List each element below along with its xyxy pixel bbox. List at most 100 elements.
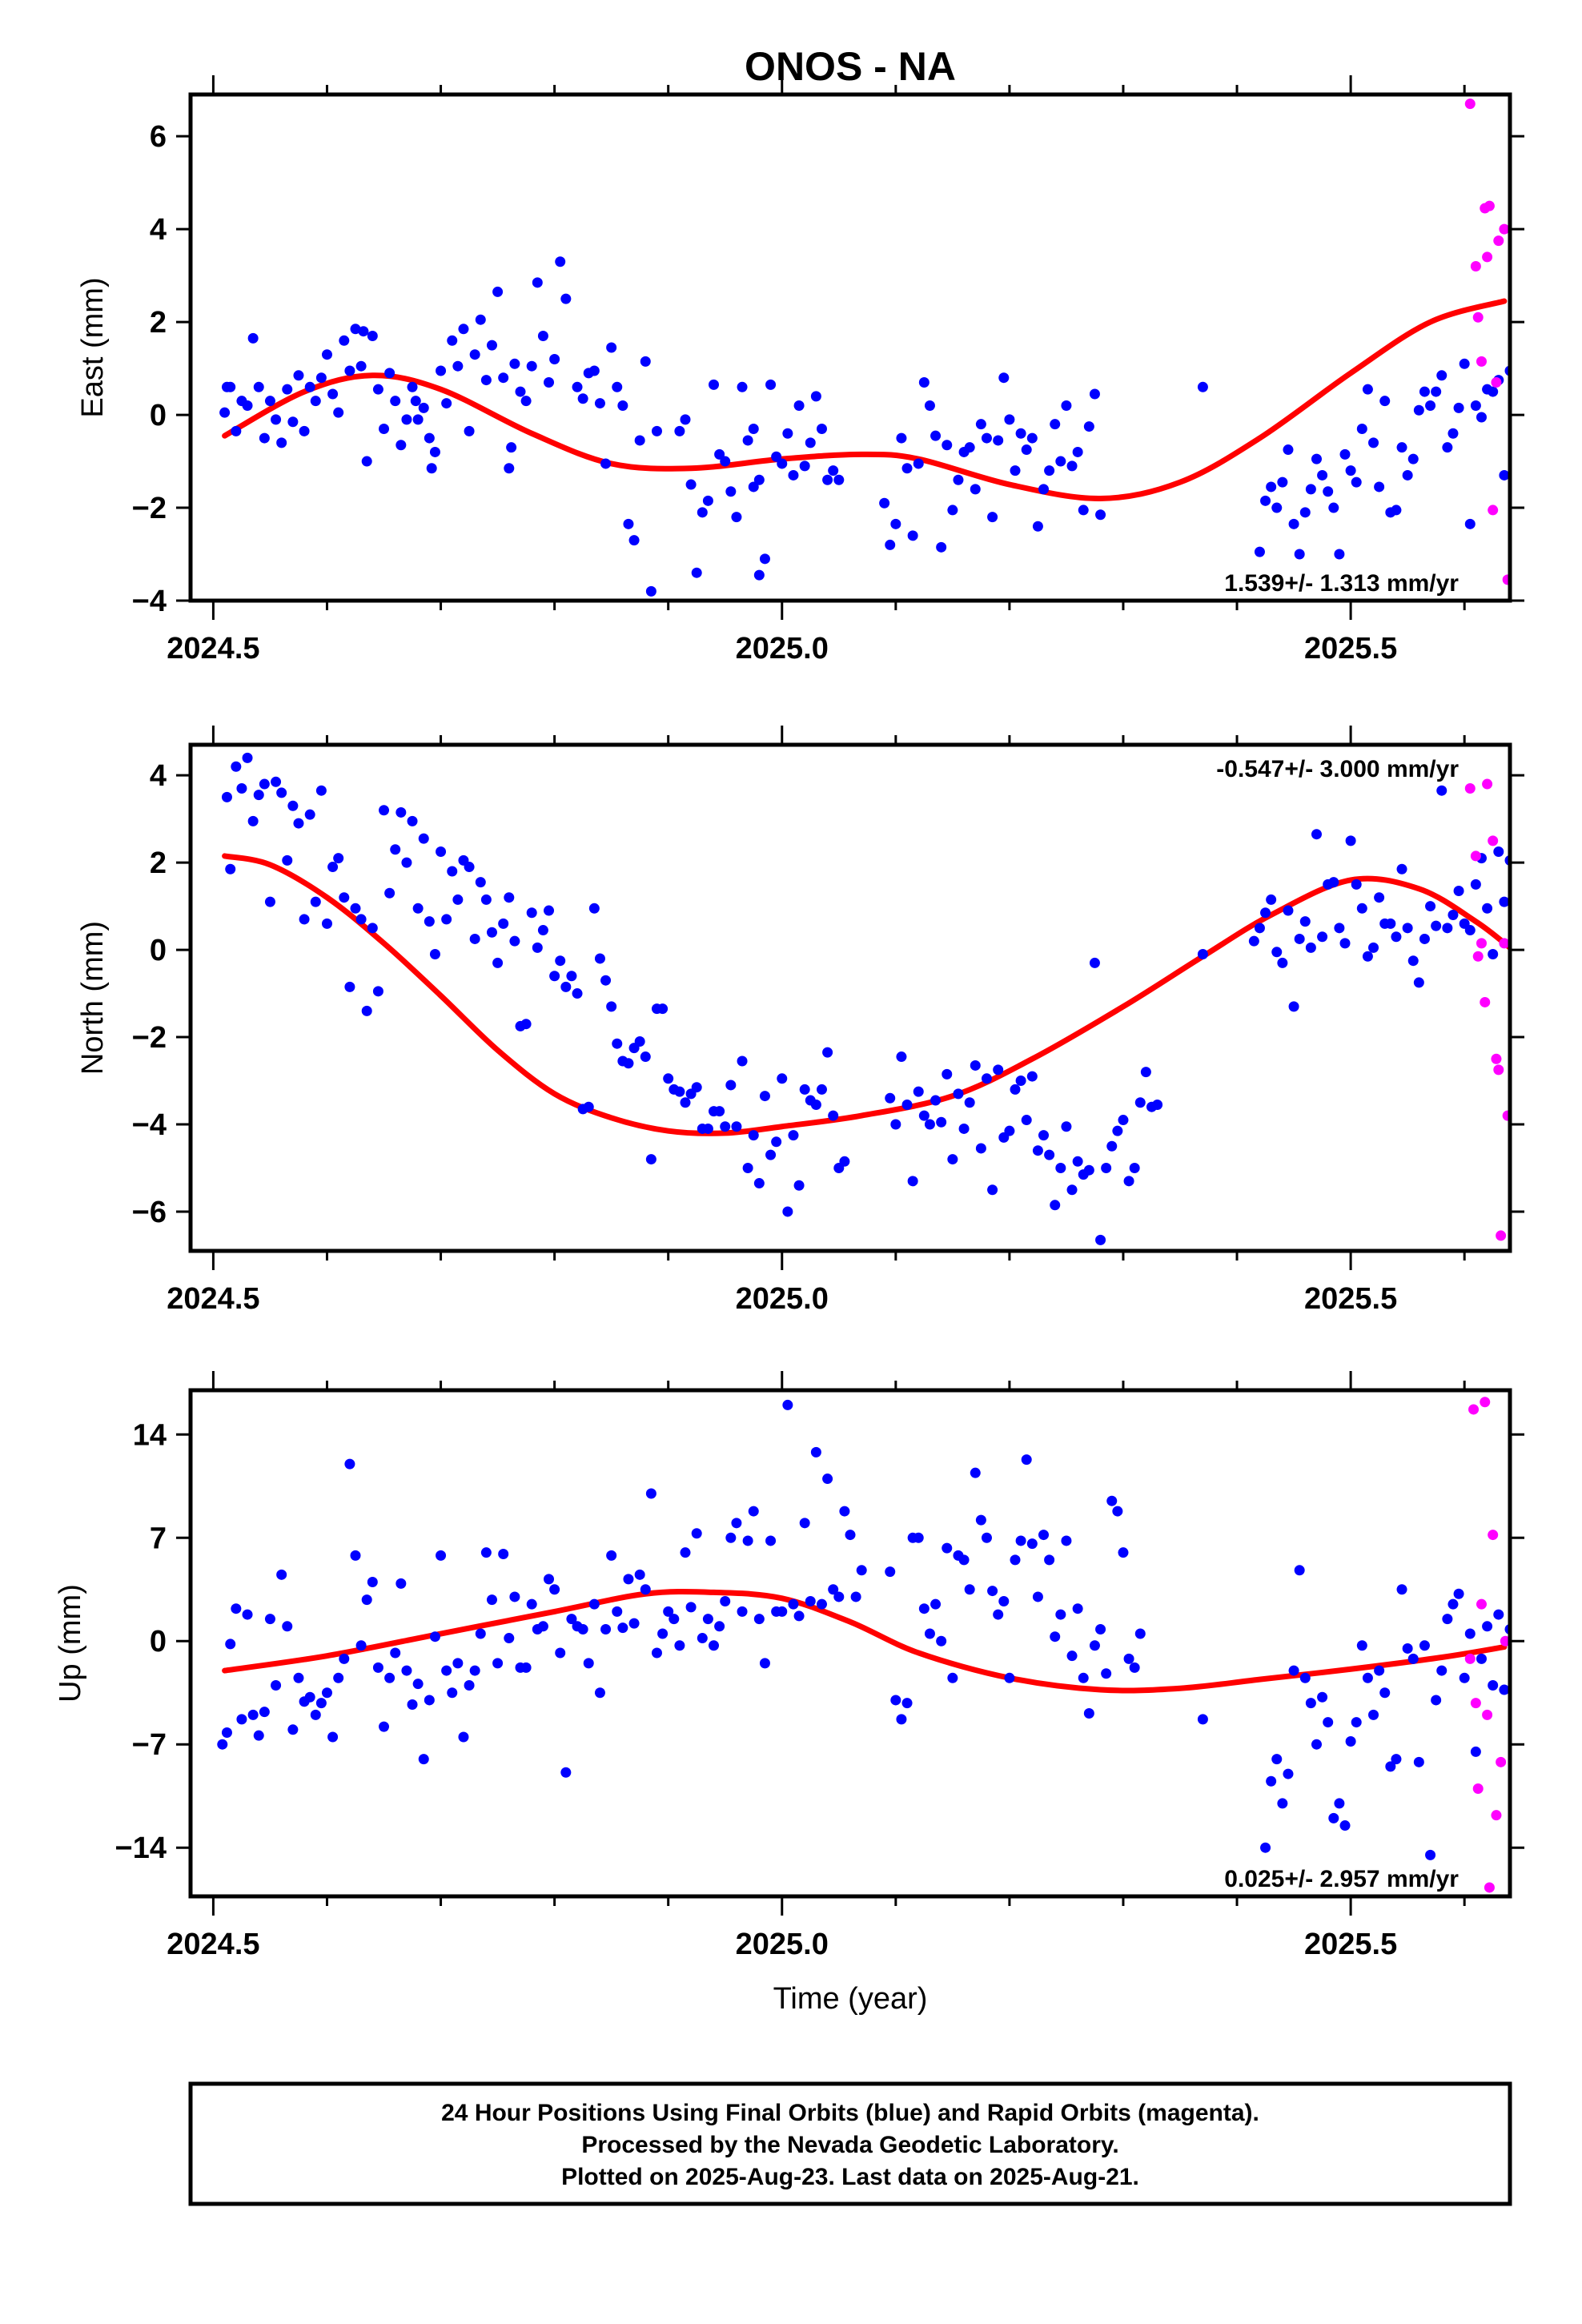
y-tick-label: 14	[133, 1418, 167, 1452]
final-orbit-point	[822, 1047, 833, 1058]
final-orbit-point	[816, 423, 827, 434]
final-orbit-point	[1021, 1454, 1032, 1466]
final-orbit-point	[407, 815, 418, 826]
y-tick-label: −14	[115, 1831, 167, 1865]
final-orbit-point	[498, 372, 509, 384]
final-orbit-point	[987, 512, 998, 523]
final-orbit-point	[1299, 1672, 1311, 1683]
final-orbit-point	[321, 349, 332, 360]
final-orbit-point	[1317, 931, 1328, 943]
final-orbit-point	[358, 326, 369, 337]
final-orbit-point	[1362, 384, 1373, 395]
final-orbit-point	[856, 1565, 867, 1576]
final-orbit-point	[1089, 1640, 1100, 1651]
final-orbit-point	[429, 949, 440, 960]
final-orbit-point	[918, 1110, 930, 1121]
final-orbit-point	[1425, 400, 1436, 411]
final-orbit-point	[998, 372, 1010, 384]
final-orbit-point	[367, 923, 378, 934]
final-orbit-point	[981, 1532, 992, 1543]
final-orbit-point	[1407, 453, 1419, 464]
final-orbit-point	[901, 1099, 913, 1110]
final-orbit-point	[344, 981, 355, 992]
final-orbit-point	[486, 927, 497, 938]
final-orbit-point	[720, 1595, 731, 1606]
final-orbit-point	[1368, 437, 1379, 448]
final-orbit-point	[253, 790, 264, 801]
final-orbit-point	[970, 1467, 981, 1478]
final-orbit-point	[1413, 404, 1424, 416]
final-orbit-point	[367, 331, 378, 342]
final-orbit-point	[588, 903, 600, 914]
final-orbit-point	[219, 407, 231, 418]
final-orbit-point	[788, 469, 799, 480]
final-orbit-point	[833, 1591, 845, 1602]
final-orbit-point	[1374, 892, 1385, 903]
final-orbit-point	[1283, 905, 1294, 916]
rapid-orbit-point	[1476, 356, 1487, 367]
final-orbit-point	[1106, 1140, 1118, 1152]
final-orbit-point	[315, 1698, 327, 1709]
final-orbit-point	[327, 1731, 339, 1743]
final-orbit-point	[475, 877, 486, 888]
rapid-orbit-point	[1491, 1810, 1502, 1821]
final-orbit-point	[1442, 1614, 1453, 1625]
final-orbit-point	[731, 512, 742, 523]
final-orbit-point	[1288, 518, 1299, 529]
final-orbit-point	[577, 393, 588, 404]
final-orbit-point	[1459, 358, 1470, 369]
final-orbit-point	[657, 1003, 669, 1015]
final-orbit-point	[691, 1528, 702, 1539]
final-orbit-point	[737, 1055, 748, 1067]
final-orbit-point	[1197, 381, 1208, 392]
final-orbit-point	[436, 365, 447, 376]
final-orbit-point	[918, 376, 930, 388]
final-orbit-point	[1317, 469, 1328, 480]
final-orbit-point	[424, 916, 435, 927]
final-orbit-point	[1050, 1631, 1061, 1642]
y-tick-label: −6	[132, 1196, 167, 1229]
final-orbit-point	[321, 1687, 332, 1699]
final-orbit-point	[1152, 1099, 1163, 1110]
final-orbit-point	[1197, 949, 1208, 960]
final-orbit-point	[506, 442, 517, 453]
final-orbit-point	[1277, 1798, 1288, 1809]
final-orbit-point	[628, 535, 640, 546]
final-orbit-point	[1419, 1640, 1430, 1651]
final-orbit-point	[1254, 923, 1265, 934]
final-orbit-point	[480, 375, 492, 386]
rapid-orbit-point	[1472, 951, 1484, 962]
final-orbit-point	[771, 451, 782, 462]
final-orbit-point	[1431, 920, 1442, 931]
final-orbit-point	[617, 1622, 628, 1634]
east-model-curve	[222, 298, 1508, 501]
final-orbit-point	[299, 914, 310, 925]
final-orbit-point	[993, 1609, 1004, 1620]
final-orbit-point	[544, 905, 555, 916]
final-orbit-point	[1123, 1176, 1134, 1187]
final-orbit-point	[777, 1606, 788, 1617]
final-orbit-point	[350, 1550, 361, 1561]
final-orbit-point	[588, 1598, 600, 1610]
final-orbit-point	[1032, 521, 1043, 532]
rapid-orbit-point	[1500, 1635, 1510, 1647]
final-orbit-point	[327, 862, 339, 873]
final-orbit-point	[748, 1130, 759, 1141]
rapid-orbit-point	[1493, 235, 1504, 247]
final-orbit-point	[771, 1136, 782, 1148]
final-orbit-point	[333, 1672, 344, 1683]
final-orbit-point	[1026, 432, 1038, 444]
final-orbit-point	[788, 1598, 799, 1610]
final-orbit-point	[810, 1099, 821, 1110]
final-orbit-point	[1055, 456, 1066, 467]
final-orbit-point	[1499, 896, 1510, 907]
final-orbit-point	[799, 460, 810, 472]
final-orbit-point	[452, 360, 464, 372]
final-orbit-point	[1072, 1603, 1083, 1614]
final-orbit-point	[469, 933, 480, 944]
final-orbit-point	[816, 1084, 827, 1095]
final-orbit-point	[1266, 1775, 1277, 1787]
final-orbit-point	[651, 1647, 662, 1659]
y-tick-label: −2	[132, 1021, 167, 1055]
final-orbit-point	[287, 1724, 299, 1735]
